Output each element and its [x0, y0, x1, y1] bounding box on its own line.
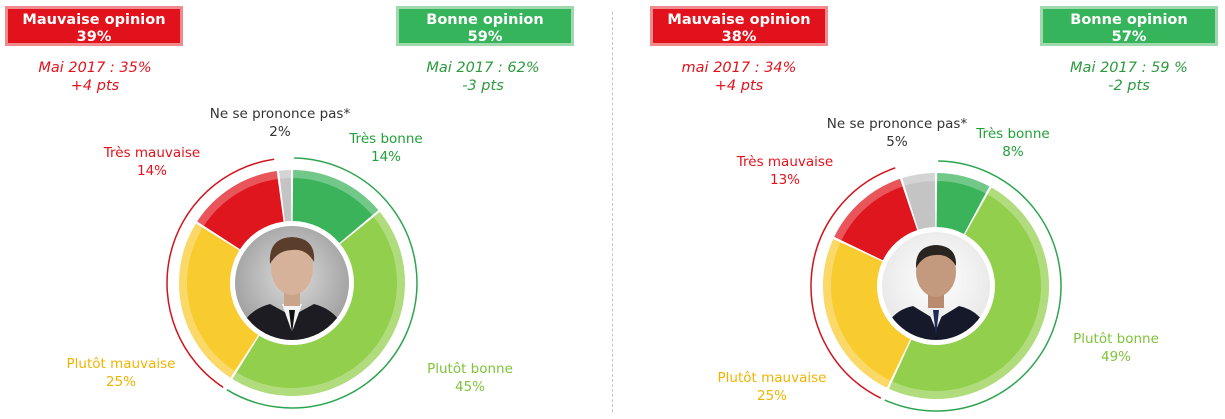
bad-opinion-box: Mauvaise opinion 38% — [650, 6, 828, 46]
slice-plutot-bonne — [232, 211, 405, 396]
label-value: 25% — [105, 374, 136, 390]
good-opinion-value: 57% — [1111, 29, 1147, 45]
bad-opinion-bracket — [166, 158, 275, 388]
bad-comparison-text: mai 2017 : 34% — [681, 60, 797, 76]
slice-tres-bonne — [292, 170, 379, 243]
donut-slices — [823, 173, 1050, 400]
bad-opinion-comparison: mai 2017 : 34% +4 pts — [644, 59, 834, 95]
slice-highlight-plutot-mauvaise — [823, 238, 891, 388]
slice-ne-se-prononce-pas — [279, 170, 292, 222]
label-name: Plutôt bonne — [1073, 331, 1159, 347]
label-ne-se-prononce-pas: Ne se prononce pas* 5% — [817, 115, 977, 151]
label-value: 49% — [1100, 349, 1131, 365]
slice-highlight-plutot-bonne — [232, 211, 405, 396]
slice-tres-mauvaise — [197, 171, 284, 250]
bad-opinion-value: 39% — [76, 29, 112, 45]
slice-highlight-tres-bonne — [937, 173, 990, 194]
good-opinion-label: Bonne opinion — [426, 12, 544, 28]
slice-plutot-bonne — [888, 187, 1050, 400]
bad-opinion-comparison: Mai 2017 : 35% +4 pts — [0, 59, 190, 95]
slice-highlight-ne-se-prononce-pas — [902, 173, 935, 186]
good-opinion-box: Bonne opinion 57% — [1040, 6, 1218, 46]
slice-tres-mauvaise — [834, 178, 918, 261]
good-opinion-comparison: Mai 2017 : 62% -3 pts — [388, 59, 578, 95]
label-ne-se-prononce-pas: Ne se prononce pas* 2% — [200, 105, 360, 141]
label-name: Très mauvaise — [103, 145, 201, 161]
label-tres-mauvaise: Très mauvaise 13% — [725, 153, 845, 189]
good-change-text: -2 pts — [1108, 78, 1150, 94]
label-value: 2% — [269, 124, 291, 140]
slice-highlight-tres-mauvaise — [834, 178, 903, 241]
bad-opinion-label: Mauvaise opinion — [667, 12, 811, 28]
bad-opinion-box: Mauvaise opinion 39% — [5, 6, 183, 46]
good-opinion-bracket — [884, 160, 1062, 412]
chart-panel-2: Mauvaise opinion 38% Bonne opinion 57% m… — [613, 0, 1225, 419]
chart-panel-1: Mauvaise opinion 39% Bonne opinion 59% M… — [0, 0, 612, 419]
bad-change-text: +4 pts — [70, 78, 120, 94]
good-comparison-text: Mai 2017 : 59 % — [1070, 60, 1188, 76]
label-value: 5% — [886, 134, 908, 150]
label-name: Ne se prononce pas* — [826, 116, 968, 132]
good-opinion-box: Bonne opinion 59% — [396, 6, 574, 46]
good-opinion-comparison: Mai 2017 : 59 % -2 pts — [1034, 59, 1224, 95]
bad-opinion-value: 38% — [721, 29, 757, 45]
label-plutot-bonne: Plutôt bonne 49% — [1056, 330, 1176, 366]
slice-ne-se-prononce-pas — [902, 173, 936, 230]
good-comparison-text: Mai 2017 : 62% — [426, 60, 540, 76]
good-opinion-bracket — [226, 157, 418, 409]
label-name: Plutôt mauvaise — [717, 370, 827, 386]
outer-brackets — [810, 160, 1062, 412]
label-tres-bonne: Très bonne 8% — [953, 125, 1073, 161]
donut-chart-2 — [810, 160, 1062, 412]
slice-tres-bonne — [936, 173, 990, 235]
label-plutot-mauvaise: Plutôt mauvaise 25% — [707, 369, 837, 405]
label-name: Ne se prononce pas* — [209, 106, 351, 122]
label-value: 45% — [454, 379, 485, 395]
slice-highlight-ne-se-prononce-pas — [279, 170, 291, 179]
label-name: Très mauvaise — [736, 154, 834, 170]
good-opinion-label: Bonne opinion — [1070, 12, 1188, 28]
panel-divider — [612, 12, 613, 412]
portrait-photo-1 — [232, 223, 352, 343]
donut-slices — [179, 170, 405, 396]
label-tres-mauvaise: Très mauvaise 14% — [92, 144, 212, 180]
slice-highlight-tres-bonne — [293, 170, 379, 216]
label-name: Très bonne — [976, 126, 1050, 142]
label-plutot-mauvaise: Plutôt mauvaise 25% — [56, 355, 186, 391]
good-change-text: -3 pts — [462, 78, 504, 94]
portrait-photo-2 — [879, 229, 993, 343]
donut-chart-1 — [166, 157, 418, 409]
slice-highlight-tres-mauvaise — [197, 171, 278, 226]
bad-change-text: +4 pts — [714, 78, 764, 94]
label-value: 25% — [756, 388, 787, 404]
label-plutot-bonne: Plutôt bonne 45% — [410, 360, 530, 396]
bad-opinion-label: Mauvaise opinion — [22, 12, 166, 28]
outer-brackets — [166, 157, 418, 409]
label-name: Plutôt mauvaise — [66, 356, 176, 372]
slice-plutot-mauvaise — [823, 238, 911, 388]
label-value: 8% — [1002, 144, 1024, 160]
label-tres-bonne: Très bonne 14% — [326, 130, 446, 166]
slice-highlight-plutot-mauvaise — [179, 223, 235, 378]
bad-comparison-text: Mai 2017 : 35% — [38, 60, 152, 76]
label-name: Plutôt bonne — [427, 361, 513, 377]
label-value: 14% — [370, 149, 401, 165]
label-name: Très bonne — [349, 131, 423, 147]
label-value: 14% — [136, 163, 167, 179]
label-value: 13% — [769, 172, 800, 188]
bad-opinion-bracket — [810, 167, 896, 399]
good-opinion-value: 59% — [467, 29, 503, 45]
slice-plutot-mauvaise — [179, 223, 259, 378]
